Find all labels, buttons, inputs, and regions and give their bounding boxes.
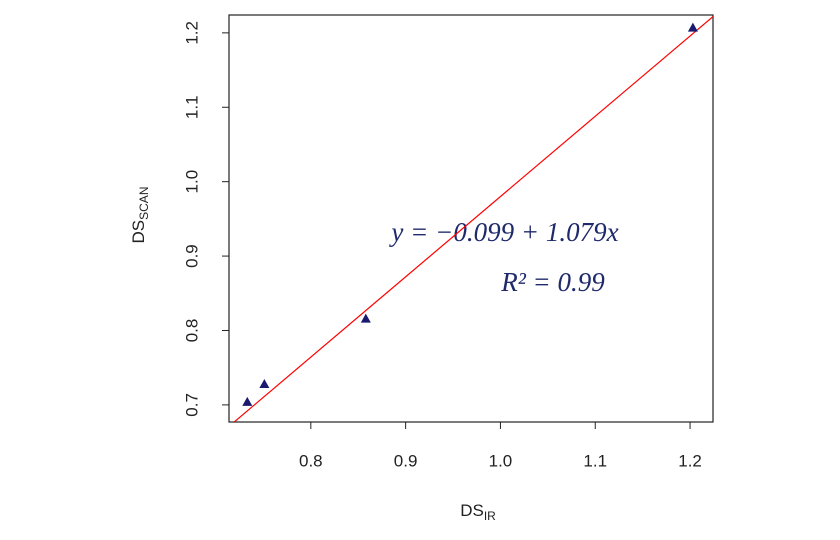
point (259, 379, 270, 389)
equation: y = −0.099 + 1.079x (388, 217, 618, 247)
x-tick-label: 1.1 (583, 451, 607, 470)
point (242, 396, 253, 406)
y-tick-label: 1.1 (182, 95, 201, 119)
x-label-subscript: IR (484, 509, 496, 523)
y-tick-label: 1.2 (182, 21, 201, 45)
x-tick-label: 0.8 (299, 451, 323, 470)
y-tick-label: 0.8 (182, 319, 201, 343)
x-tick-label: 0.9 (394, 451, 418, 470)
y-label-text: DS (129, 220, 148, 244)
point (687, 22, 698, 32)
plot-frame (228, 14, 714, 423)
regression-line (233, 16, 713, 422)
y-tick-label: 0.7 (182, 393, 201, 417)
x-label-text: DS (460, 501, 484, 520)
x-axis-label: DSIR (460, 501, 496, 523)
x-tick-label: 1.2 (678, 451, 702, 470)
y-axis-label: DSSCAN (129, 187, 151, 244)
y-tick-label: 1.0 (182, 170, 201, 194)
r-squared: R² = 0.99 (500, 267, 605, 297)
x-tick-label: 1.0 (489, 451, 513, 470)
y-tick-label: 0.9 (182, 244, 201, 268)
y-label-subscript: SCAN (137, 187, 151, 220)
plot-area (233, 16, 713, 422)
point (360, 313, 371, 323)
